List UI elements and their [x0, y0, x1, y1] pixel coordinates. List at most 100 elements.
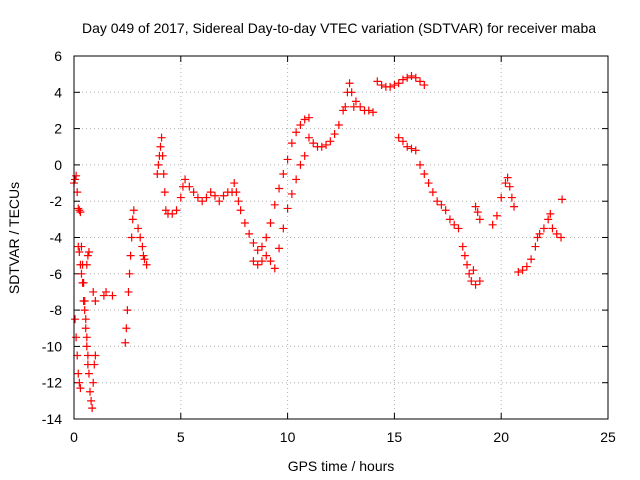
data-point — [522, 262, 531, 271]
data-point — [279, 224, 288, 233]
data-point — [497, 193, 506, 202]
data-point — [345, 79, 354, 88]
y-tick-label: -2 — [50, 193, 63, 209]
y-tick-label: 2 — [54, 121, 62, 137]
data-point — [369, 108, 378, 117]
data-point — [356, 102, 365, 111]
data-point — [544, 215, 553, 224]
data-points — [70, 71, 567, 413]
data-point — [531, 242, 540, 251]
data-point — [471, 202, 480, 211]
data-point — [467, 277, 476, 286]
data-point — [460, 251, 469, 260]
data-point — [126, 251, 135, 260]
x-tick-label: 20 — [493, 429, 509, 445]
data-point — [403, 73, 412, 82]
data-point — [253, 246, 262, 255]
data-point — [270, 264, 279, 273]
data-point — [275, 184, 284, 193]
data-point — [234, 197, 243, 206]
data-point — [433, 197, 442, 206]
data-point — [83, 251, 92, 260]
data-point — [304, 113, 313, 122]
data-point — [507, 193, 516, 202]
data-point — [341, 102, 350, 111]
chart-title: Day 049 of 2017, Sidereal Day-to-day VTE… — [82, 20, 596, 36]
data-point — [138, 242, 147, 251]
data-point — [330, 130, 339, 139]
data-point — [74, 204, 83, 213]
data-point — [465, 269, 474, 278]
data-point — [535, 229, 544, 238]
y-tick-label: -14 — [42, 411, 62, 427]
data-point — [469, 266, 478, 275]
data-point — [240, 218, 249, 227]
data-point — [102, 287, 111, 296]
data-point — [219, 191, 228, 200]
data-point — [75, 248, 84, 257]
data-point — [71, 315, 80, 324]
data-point — [84, 369, 93, 378]
data-point — [84, 248, 93, 257]
plot-frame — [73, 55, 609, 420]
data-point — [74, 242, 83, 251]
data-point — [463, 260, 472, 269]
data-point — [546, 209, 555, 218]
data-point — [121, 338, 130, 347]
y-tick-label: -12 — [42, 375, 62, 391]
data-point — [279, 169, 288, 178]
data-point — [257, 257, 266, 266]
data-point — [266, 257, 275, 266]
data-point — [445, 215, 454, 224]
data-point — [505, 182, 514, 191]
data-point — [518, 266, 527, 275]
data-point — [122, 324, 131, 333]
data-point — [416, 160, 425, 169]
data-point — [394, 133, 403, 142]
data-point — [510, 202, 519, 211]
data-point — [437, 200, 446, 209]
data-point — [458, 242, 467, 251]
data-point — [416, 77, 425, 86]
data-point — [548, 224, 557, 233]
data-point — [475, 215, 484, 224]
data-point — [136, 233, 145, 242]
data-point — [88, 404, 97, 413]
data-point — [296, 120, 305, 129]
data-point — [407, 71, 416, 80]
data-point — [407, 144, 416, 153]
data-point — [158, 151, 167, 160]
data-point — [129, 206, 138, 215]
data-point — [503, 173, 512, 182]
y-tick-label: 0 — [54, 157, 62, 173]
data-point — [249, 238, 258, 247]
data-point — [411, 73, 420, 82]
x-tick-label: 5 — [177, 429, 185, 445]
data-point — [292, 175, 301, 184]
data-point — [83, 360, 92, 369]
data-point — [215, 197, 224, 206]
x-tick-label: 10 — [280, 429, 296, 445]
data-point — [558, 195, 567, 204]
data-point — [210, 191, 219, 200]
data-point — [326, 137, 335, 146]
data-point — [398, 137, 407, 146]
data-point — [245, 229, 254, 238]
data-point — [73, 351, 82, 360]
data-point — [232, 188, 241, 197]
y-tick-label: -8 — [50, 302, 63, 318]
data-point — [76, 384, 85, 393]
data-point — [91, 351, 100, 360]
data-point — [76, 208, 85, 217]
data-point — [161, 206, 170, 215]
data-point — [139, 251, 148, 260]
data-point — [236, 206, 245, 215]
data-point — [75, 206, 84, 215]
data-point — [125, 269, 134, 278]
data-point — [77, 269, 86, 278]
data-point — [193, 193, 202, 202]
data-point — [89, 378, 98, 387]
data-point — [296, 160, 305, 169]
data-point — [172, 206, 181, 215]
data-point — [154, 160, 163, 169]
